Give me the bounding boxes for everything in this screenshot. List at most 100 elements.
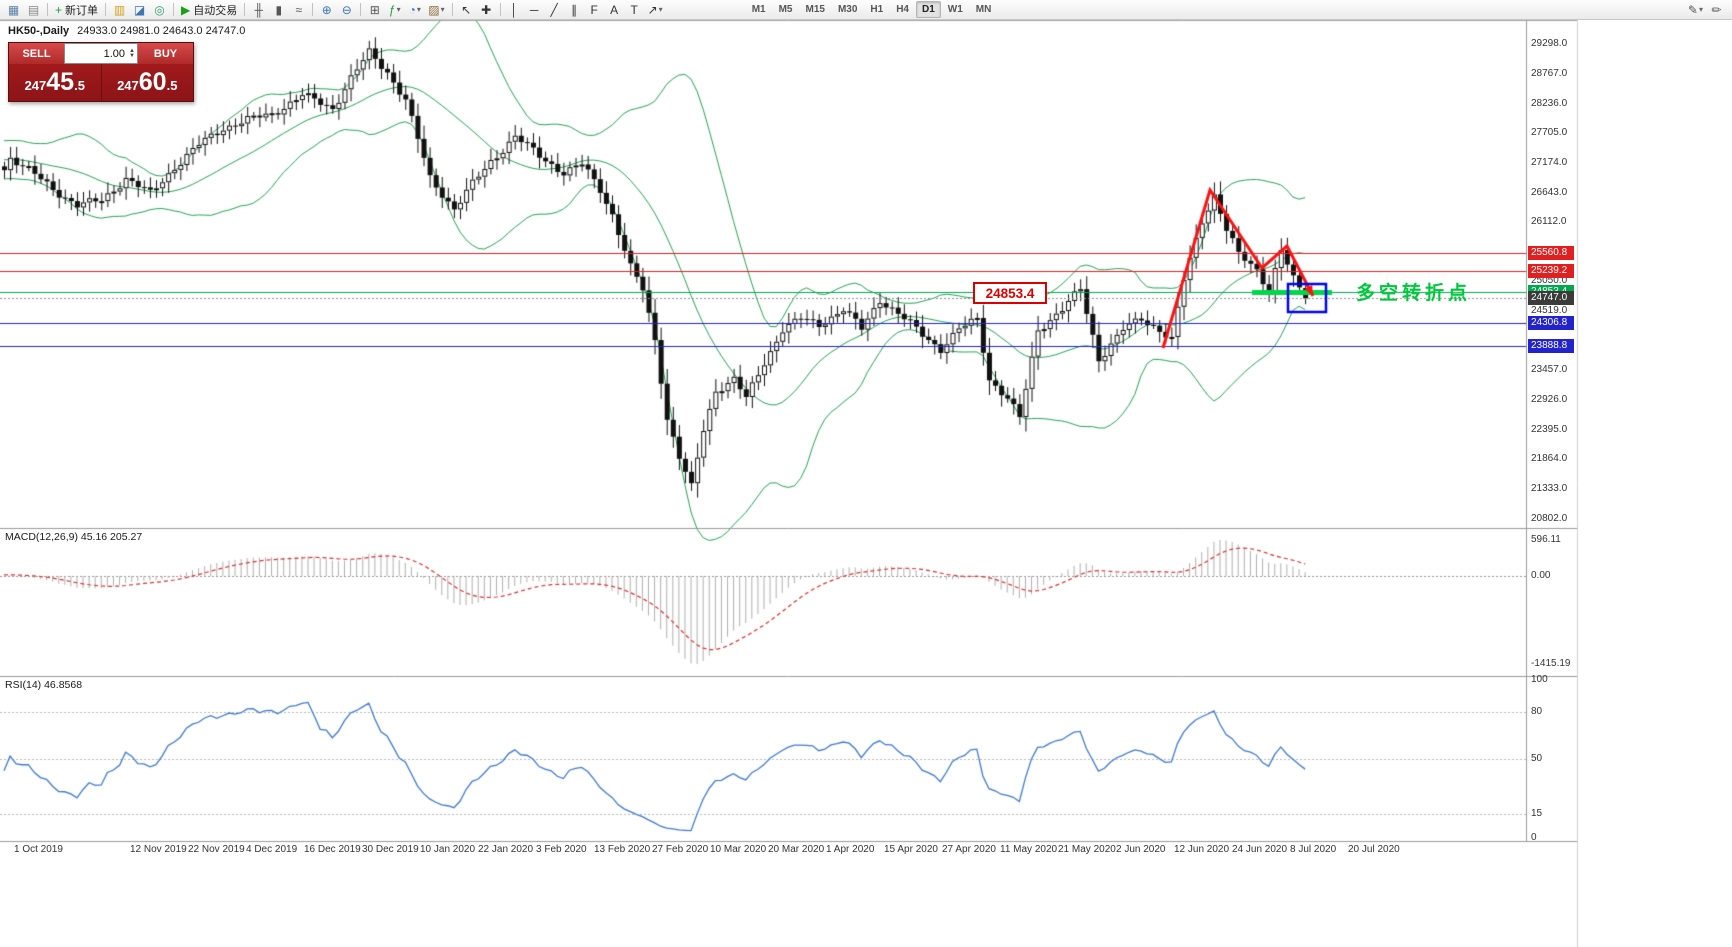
- date-axis-label: 20 Mar 2020: [768, 844, 825, 855]
- draw-brush-icon[interactable]: ✏: [1707, 1, 1726, 18]
- lot-size-field[interactable]: 1.00 ▲ ▼: [64, 43, 138, 64]
- new-order-label: 新订单: [65, 4, 99, 17]
- date-axis-label: 4 Dec 2019: [246, 844, 298, 855]
- macd-axis-label: -1415.19: [1531, 658, 1571, 669]
- price-level-chip: 25239.2: [1528, 263, 1574, 278]
- trendline-icon[interactable]: ╱: [545, 1, 564, 18]
- new-order-icon[interactable]: + 新订单: [52, 1, 101, 18]
- dropdown-caret-icon: ▾: [1698, 5, 1703, 14]
- date-axis-label: 21 May 2020: [1058, 844, 1116, 855]
- sell-price-prefix: 247: [24, 78, 47, 93]
- toolbar-right-group: ✎ ▾ ✏: [1685, 1, 1728, 18]
- turning-point-annotation[interactable]: 多空转折点: [1356, 283, 1472, 304]
- buy-button[interactable]: BUY: [138, 43, 193, 64]
- navigator-icon[interactable]: ◎: [150, 1, 169, 18]
- buy-price-big: 60: [138, 68, 167, 96]
- price-axis-label: 21864.0: [1531, 453, 1568, 465]
- macd-axis-label: 0.00: [1531, 570, 1551, 582]
- autotrading-icon[interactable]: ▶ 自动交易: [178, 1, 240, 18]
- chart-window-icon[interactable]: ▦: [4, 1, 23, 18]
- vertical-line-icon[interactable]: │: [505, 1, 524, 18]
- buy-price[interactable]: 247 60.5: [102, 64, 194, 101]
- data-window-icon: ◪: [133, 2, 146, 17]
- toolbar-separator: [451, 3, 453, 16]
- horizontal-line-icon[interactable]: ─: [525, 1, 544, 18]
- timeframe-w1[interactable]: W1: [947, 4, 963, 15]
- timeframe-m15[interactable]: M15: [805, 4, 825, 15]
- price-axis-label: 23457.0: [1531, 364, 1568, 376]
- tile-windows-icon[interactable]: ⊞: [365, 1, 384, 18]
- channel-icon[interactable]: ∥: [565, 1, 584, 18]
- date-axis-label: 2 Jun 2020: [1116, 844, 1166, 855]
- arrows-icon[interactable]: ↗ ▾: [645, 1, 666, 18]
- toolbar-separator: [105, 3, 107, 16]
- text-icon[interactable]: A: [605, 1, 624, 18]
- timeframe-d1[interactable]: D1: [916, 1, 941, 18]
- channel-icon: ∥: [571, 2, 578, 17]
- zoom-in-icon[interactable]: ⊕: [317, 1, 336, 18]
- zoom-out-icon[interactable]: ⊖: [337, 1, 356, 18]
- price-axis-label: 25050.0: [1531, 275, 1568, 287]
- fibonacci-icon[interactable]: F: [585, 1, 604, 18]
- date-axis-label: 1 Apr 2020: [826, 844, 875, 855]
- candlestick-chart-icon[interactable]: ▮: [269, 1, 288, 18]
- toolbar-separator: [499, 3, 501, 16]
- sell-button[interactable]: SELL: [9, 43, 64, 64]
- date-axis-label: 13 Feb 2020: [594, 844, 651, 855]
- label-icon: T: [630, 2, 638, 17]
- price-axis-label: 26112.0: [1531, 216, 1567, 228]
- timeframe-bar: M1 M5 M15 M30 H1 H4 D1 W1 MN: [746, 1, 998, 18]
- draw-pencil-icon[interactable]: ✎ ▾: [1685, 1, 1706, 18]
- timeframe-h4[interactable]: H4: [896, 4, 909, 15]
- zoom-in-icon: ⊕: [321, 2, 332, 17]
- price-axis-label: 24519.0: [1531, 305, 1568, 317]
- zoom-out-icon: ⊖: [341, 2, 352, 17]
- templates-icon[interactable]: ▨ ▾: [425, 1, 447, 18]
- draw-pencil-icon: ✎: [1687, 2, 1698, 17]
- dropdown-caret-icon: ▾: [658, 5, 663, 14]
- label-icon[interactable]: T: [625, 1, 644, 18]
- profiles-icon[interactable]: ▤: [24, 1, 43, 18]
- horizontal-line-icon: ─: [529, 2, 539, 17]
- bar-chart-icon[interactable]: ╫: [249, 1, 268, 18]
- dropdown-caret-icon: ▾: [416, 5, 421, 14]
- price-annotation-box[interactable]: 24853.4: [973, 282, 1047, 304]
- timeframe-mn[interactable]: MN: [975, 4, 992, 15]
- templates-icon: ▨: [428, 2, 440, 17]
- price-level-chip: 24306.8: [1528, 315, 1574, 330]
- timeframe-m30[interactable]: M30: [837, 4, 858, 15]
- sell-price[interactable]: 247 45.5: [9, 64, 101, 101]
- stepper-down-icon[interactable]: ▼: [129, 52, 135, 59]
- new-order-icon: +: [55, 2, 63, 17]
- date-axis-label: 10 Jan 2020: [420, 844, 476, 855]
- fibonacci-icon: F: [590, 2, 598, 17]
- lot-stepper[interactable]: ▲ ▼: [129, 47, 135, 59]
- price-level-chip: 25560.8: [1528, 245, 1574, 260]
- price-level-chip: 23888.8: [1528, 339, 1574, 354]
- market-watch-icon[interactable]: ▥: [110, 1, 129, 18]
- lot-value[interactable]: 1.00: [103, 47, 126, 60]
- periods-icon[interactable]: ◔ ▾: [405, 1, 424, 18]
- rsi-axis-label: 100: [1531, 674, 1548, 685]
- line-chart-icon[interactable]: ≈: [289, 1, 308, 18]
- date-axis-label: 10 Mar 2020: [710, 844, 767, 855]
- periods-icon: ◔: [408, 2, 416, 17]
- price-axis-label: 29298.0: [1531, 38, 1568, 50]
- timeframe-m1[interactable]: M1: [751, 4, 766, 15]
- stepper-up-icon[interactable]: ▲: [129, 47, 135, 54]
- data-window-icon[interactable]: ◪: [130, 1, 149, 18]
- timeframe-h1[interactable]: H1: [870, 4, 884, 15]
- autotrading-label: 自动交易: [193, 4, 238, 17]
- crosshair-icon[interactable]: ✚: [477, 1, 496, 18]
- timeframe-m5[interactable]: M5: [778, 4, 793, 15]
- date-axis-label: 15 Apr 2020: [884, 844, 938, 855]
- price-axis-label: 27174.0: [1531, 156, 1568, 168]
- chart-window-icon: ▦: [7, 2, 20, 17]
- toolbar-separator: [360, 3, 362, 16]
- price-divider: [100, 64, 102, 101]
- indicators-icon: ƒ: [388, 2, 396, 17]
- indicators-icon[interactable]: ƒ ▾: [385, 1, 404, 18]
- cursor-icon[interactable]: ↖: [457, 1, 476, 18]
